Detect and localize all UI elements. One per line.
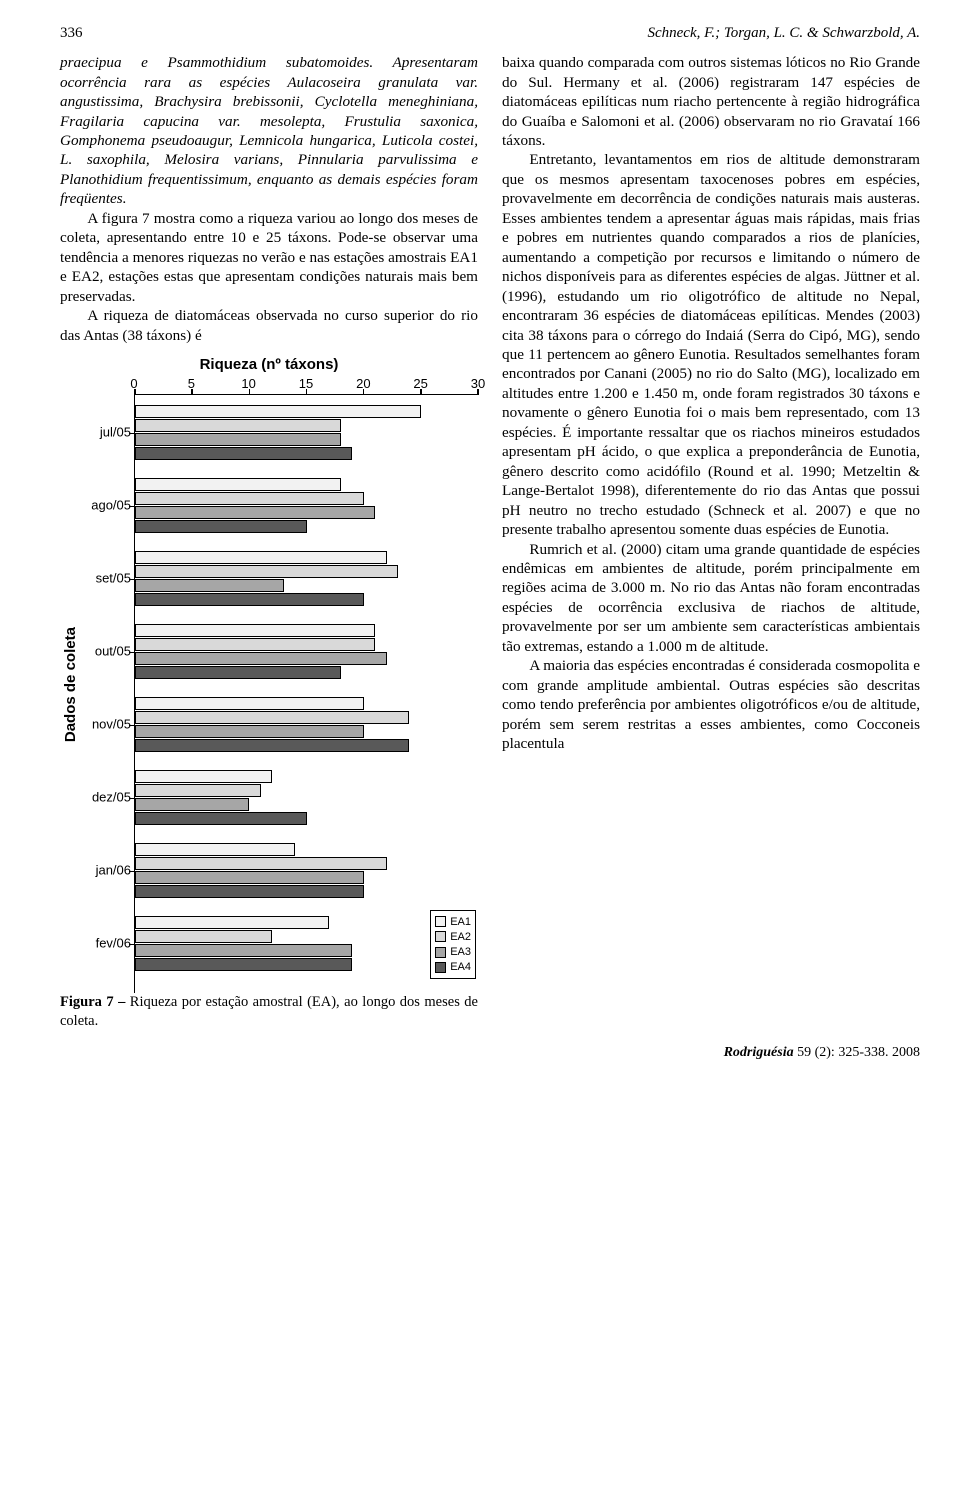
species-text: praecipua e Psammothidium subatomoides. … [60,54,478,207]
bar [135,711,409,724]
month-group: fev/06 [135,916,478,971]
y-axis-label: Dados de coleta [61,627,80,742]
bar [135,447,352,460]
bar [135,652,387,665]
left-column: praecipua e Psammothidium subatomoides. … [60,53,478,1030]
bar [135,478,341,491]
bar [135,930,272,943]
right-p3: Rumrich et al. (2000) citam uma grande q… [502,540,920,657]
page-footer: Rodriguésia 59 (2): 325-338. 2008 [60,1044,920,1062]
bar [135,579,284,592]
right-column: baixa quando comparada com outros sistem… [502,53,920,1030]
journal-name: Rodriguésia [724,1045,794,1060]
month-label: set/05 [83,570,131,587]
caption-lead: Figura 7 – [60,994,130,1010]
y-axis-label-cell: Dados de coleta [60,376,82,993]
citation: 59 (2): 325-338. 2008 [794,1045,920,1060]
month-label: nov/05 [83,716,131,733]
bar [135,871,364,884]
bar [135,770,272,783]
left-p1: praecipua e Psammothidium subatomoides. … [60,53,478,209]
plot-area: EA1EA2EA3EA4 jul/05ago/05set/05out/05nov… [134,394,478,993]
x-axis-ticks [135,389,478,395]
month-group: nov/05 [135,697,478,752]
month-group: out/05 [135,624,478,679]
month-group: jul/05 [135,405,478,460]
bar [135,916,329,929]
bar [135,697,364,710]
bar [135,843,295,856]
month-group: set/05 [135,551,478,606]
month-group: ago/05 [135,478,478,533]
header-authors: Schneck, F.; Torgan, L. C. & Schwarzbold… [647,24,920,43]
month-group: jan/06 [135,843,478,898]
month-label: jul/05 [83,424,131,441]
bar [135,593,364,606]
right-p1: baixa quando comparada com outros sistem… [502,53,920,150]
bar [135,551,387,564]
bar [135,433,341,446]
bar [135,405,421,418]
bar [135,944,352,957]
bar [135,739,409,752]
bar [135,565,398,578]
month-label: dez/05 [83,789,131,806]
plot: 051015202530 EA1EA2EA3EA4 jul/05ago/05se… [82,376,478,993]
month-label: jan/06 [83,862,131,879]
bar [135,885,364,898]
left-p3: A riqueza de diatomáceas observada no cu… [60,306,478,345]
bar [135,812,307,825]
chart-title: Riqueza (nº táxons) [60,355,478,374]
bar [135,520,307,533]
two-column-layout: praecipua e Psammothidium subatomoides. … [60,53,920,1030]
bar [135,798,249,811]
bar [135,857,387,870]
bar [135,492,364,505]
bar [135,419,341,432]
figure-caption: Figura 7 – Riqueza por estação amostral … [60,993,478,1030]
bar [135,725,364,738]
bar [135,958,352,971]
right-p4: A maioria das espécies encontradas é con… [502,656,920,753]
month-label: out/05 [83,643,131,660]
right-p2: Entretanto, levantamentos em rios de alt… [502,150,920,539]
month-group: dez/05 [135,770,478,825]
page-header: 336 Schneck, F.; Torgan, L. C. & Schwarz… [60,24,920,43]
bar [135,506,375,519]
bar [135,666,341,679]
bar [135,638,375,651]
bar [135,624,375,637]
month-label: ago/05 [83,497,131,514]
page-number: 336 [60,24,83,43]
bar [135,784,261,797]
figure-7-chart: Riqueza (nº táxons) Dados de coleta 0510… [60,355,478,1030]
month-label: fev/06 [83,935,131,952]
left-p2: A figura 7 mostra como a riqueza variou … [60,209,478,306]
